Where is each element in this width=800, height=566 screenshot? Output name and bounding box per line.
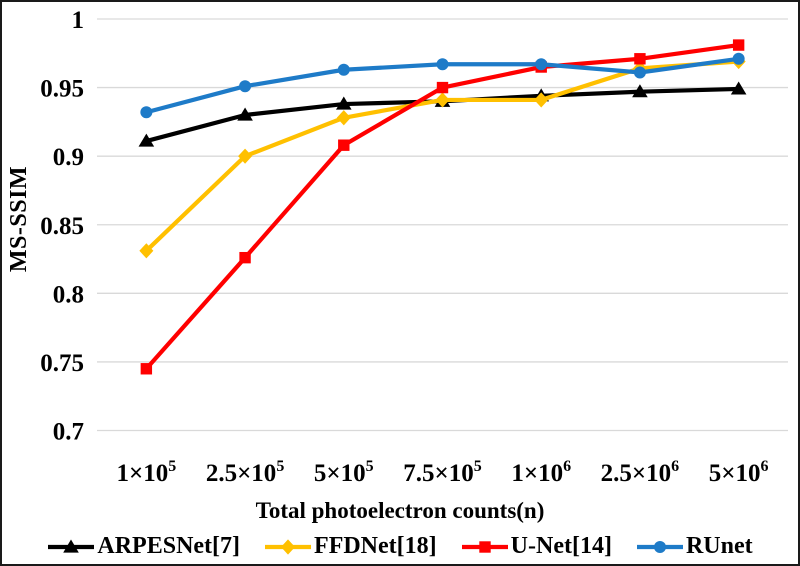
square-marker-icon	[239, 251, 251, 264]
triangle-marker-icon	[48, 539, 95, 553]
square-marker-icon	[461, 540, 508, 553]
legend: ARPESNet[7] FFDNet[18] U-Net[14] RUnet	[2, 533, 798, 560]
triangle-marker-icon	[63, 539, 80, 553]
square-marker-icon	[140, 363, 153, 375]
x-axis-title: Total photoelectron counts(n)	[255, 498, 545, 523]
legend-item-ffdnet: FFDNet[18]	[264, 533, 437, 560]
circle-marker-icon	[239, 80, 252, 93]
x-tick-label: 5×106	[709, 458, 769, 487]
diamond-marker-icon	[534, 92, 549, 108]
circle-marker-icon	[140, 106, 153, 119]
x-tick-label: 2.5×106	[601, 458, 680, 487]
x-tick-label: 5×105	[314, 458, 374, 487]
square-marker-icon	[436, 81, 449, 94]
y-tick-label: 0.75	[40, 350, 84, 377]
square-marker-icon	[338, 139, 350, 151]
legend-label: U-Net[14]	[510, 533, 612, 559]
y-tick-label: 0.95	[40, 76, 84, 103]
x-tick-label: 1×105	[116, 458, 176, 487]
circle-marker-icon	[337, 63, 350, 76]
circle-marker-icon	[535, 58, 548, 71]
y-tick-label: 0.85	[40, 213, 84, 240]
triangle-marker-icon	[335, 96, 352, 110]
circle-marker-icon	[636, 540, 683, 553]
diamond-marker-icon	[265, 538, 312, 555]
diamond-marker-icon	[139, 243, 154, 259]
y-tick-label: 0.7	[53, 419, 84, 446]
diamond-marker-icon	[336, 110, 351, 126]
square-marker-icon	[478, 540, 491, 553]
y-axis-title: MS-SSIM	[6, 165, 32, 273]
legend-item-runet: RUnet	[636, 533, 753, 560]
circle-marker-icon	[633, 66, 646, 79]
diamond-marker-icon	[238, 148, 253, 164]
circle-marker-icon	[436, 58, 449, 71]
legend-item-unet: U-Net[14]	[461, 533, 612, 560]
triangle-marker-icon	[237, 107, 253, 121]
x-tick-label: 2.5×105	[206, 458, 284, 487]
square-marker-icon	[732, 39, 745, 51]
x-tick-label: 7.5×105	[403, 458, 482, 487]
triangle-marker-icon	[632, 84, 648, 98]
y-tick-label: 1	[72, 7, 85, 34]
diamond-marker-icon	[281, 538, 296, 555]
square-marker-icon	[634, 53, 646, 65]
legend-label: ARPESNet[7]	[97, 533, 241, 559]
y-tick-label: 0.8	[53, 281, 84, 308]
circle-marker-icon	[653, 540, 666, 553]
legend-item-arpesnet: ARPESNet[7]	[47, 533, 240, 560]
x-tick-label: 1×106	[511, 458, 571, 487]
circle-marker-icon	[732, 52, 745, 65]
legend-label: FFDNet[18]	[314, 533, 437, 559]
triangle-marker-icon	[730, 81, 747, 95]
diamond-marker-icon	[435, 92, 450, 108]
triangle-marker-icon	[138, 133, 155, 147]
y-tick-label: 0.9	[53, 144, 84, 171]
legend-label: RUnet	[685, 533, 753, 559]
